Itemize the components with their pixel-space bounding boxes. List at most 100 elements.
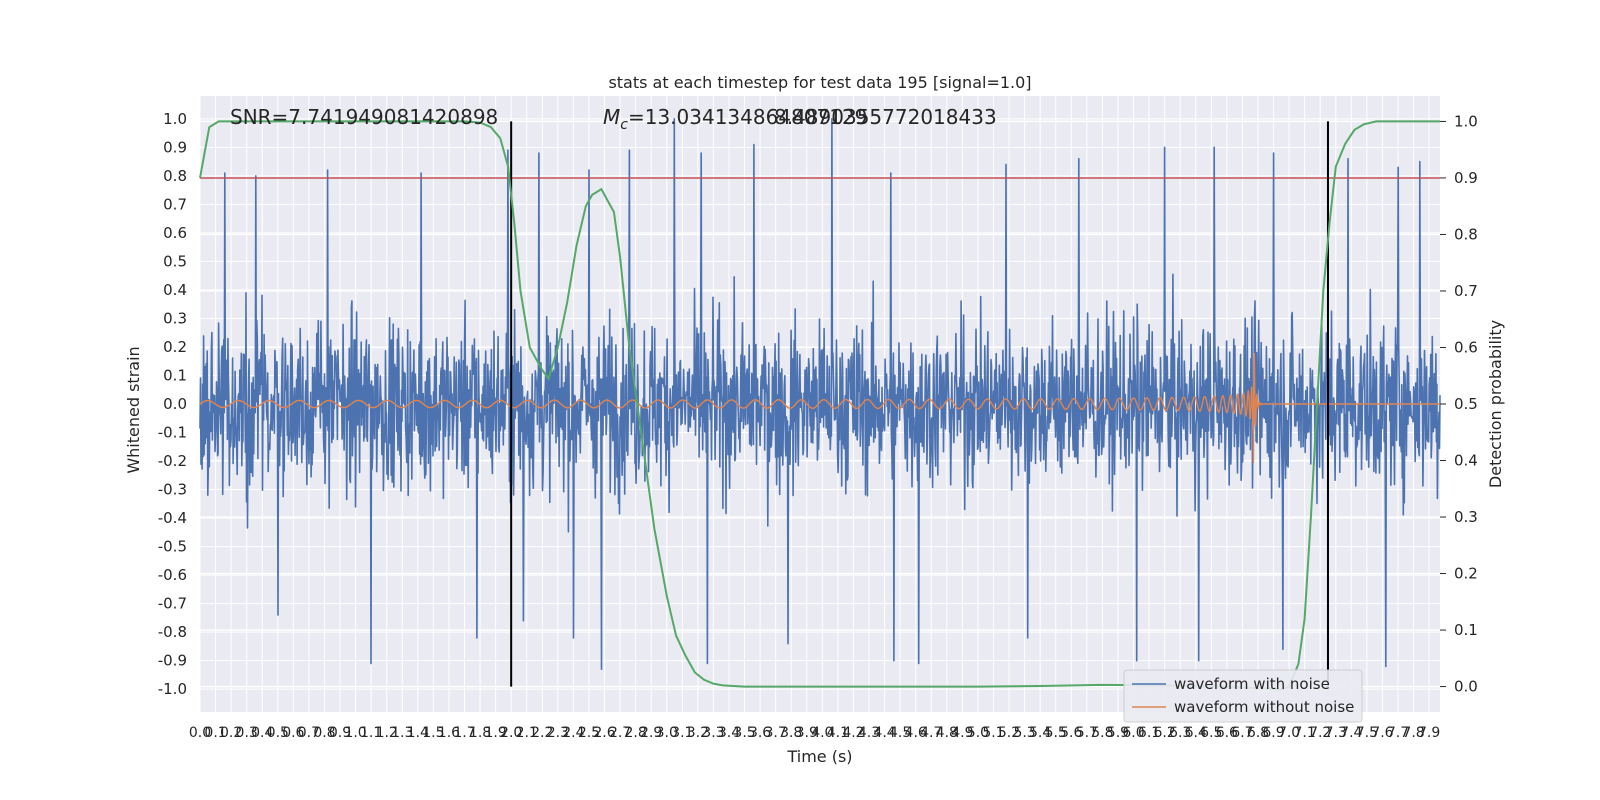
y-tick-label-right: 0.1 xyxy=(1454,621,1478,639)
x-tick-label: 0.6 xyxy=(282,725,304,741)
x-tick-label: 7.5 xyxy=(1356,725,1378,741)
y-tick-label-left: 0.8 xyxy=(163,167,187,185)
x-tick-label: 2.5 xyxy=(578,725,600,741)
series-waveform-with-noise xyxy=(199,118,1441,671)
x-tick-label: 7.1 xyxy=(1294,725,1316,741)
x-tick-label: 4.7 xyxy=(920,725,942,741)
x-tick-label: 3.0 xyxy=(656,725,678,741)
snr-annotation: SNR=7.741949081420898 xyxy=(230,105,498,129)
legend-label-clean: waveform without noise xyxy=(1174,698,1354,716)
x-tick-label: 1.7 xyxy=(453,725,475,741)
y-tick-label-left: 0.0 xyxy=(163,395,187,413)
x-tick-label: 3.5 xyxy=(733,725,755,741)
x-tick-label: 6.9 xyxy=(1262,725,1284,741)
probability-line xyxy=(199,120,1440,691)
y-tick-label-left: -1.0 xyxy=(158,680,187,698)
x-tick-label: 7.4 xyxy=(1340,725,1362,741)
x-tick-label: 7.3 xyxy=(1325,725,1347,741)
x-tick-label: 3.4 xyxy=(718,725,740,741)
x-tick-label: 2.8 xyxy=(625,725,647,741)
y-tick-label-left: 0.6 xyxy=(163,224,187,242)
x-tick-label: 0.0 xyxy=(189,725,211,741)
y-tick-label-left: -0.5 xyxy=(158,538,187,556)
x-axis-label: Time (s) xyxy=(786,747,852,766)
chirp-mass-annotation: Mc=13.034134864807129 xyxy=(603,105,867,133)
x-tick-label: 3.7 xyxy=(765,725,787,741)
x-tick-label: 1.3 xyxy=(391,725,413,741)
x-tick-label: 1.0 xyxy=(344,725,366,741)
x-tick-label: 4.4 xyxy=(873,725,895,741)
x-tick-label: 2.3 xyxy=(547,725,569,741)
x-tick-label: 6.2 xyxy=(1153,725,1175,741)
y-tick-label-left: -0.9 xyxy=(158,652,187,670)
x-tick-label: 5.9 xyxy=(1107,725,1129,741)
x-tick-label: 0.2 xyxy=(220,725,242,741)
y-tick-label-right: 0.3 xyxy=(1454,508,1478,526)
x-tick-label: 0.5 xyxy=(267,725,289,741)
y-tick-labels-right: 1.0 0.9 0.8 0.7 0.6 0.5 0.4 0.3 0.2 0.1 0.0 xyxy=(1440,112,1478,696)
series-detection-probability xyxy=(199,120,1440,691)
x-tick-label: 6.8 xyxy=(1247,725,1269,741)
y-tick-label-right: 0.7 xyxy=(1454,282,1478,300)
y-tick-label-left: -0.8 xyxy=(158,623,187,641)
y-tick-label-left: 0.7 xyxy=(163,195,187,213)
chirp-mass-value: =13.034134864807129 xyxy=(628,105,867,129)
x-tick-label: 1.2 xyxy=(376,725,398,741)
y-tick-label-right: 0.0 xyxy=(1454,678,1478,696)
x-tick-label: 6.1 xyxy=(1138,725,1160,741)
y-tick-label-left: 0.5 xyxy=(163,252,187,270)
x-tick-label: 2.2 xyxy=(531,725,553,741)
y-tick-label-right: 0.5 xyxy=(1454,395,1478,413)
x-tick-label: 3.1 xyxy=(671,725,693,741)
x-tick-label: 5.7 xyxy=(1076,725,1098,741)
chart-title: stats at each timestep for test data 195… xyxy=(608,73,1031,92)
noise-line xyxy=(199,118,1441,671)
x-tick-label: 7.6 xyxy=(1371,725,1393,741)
chirp-mass-symbol: M xyxy=(603,105,620,129)
x-tick-label: 3.3 xyxy=(702,725,724,741)
legend-box xyxy=(1123,669,1363,723)
x-tick-label: 2.0 xyxy=(500,725,522,741)
x-tick-label: 7.2 xyxy=(1309,725,1331,741)
y-tick-label-left: 0.9 xyxy=(163,138,187,156)
y-axis-label-right: Detection probability xyxy=(1486,320,1505,488)
x-tick-label: 7.0 xyxy=(1278,725,1300,741)
clean-line xyxy=(199,353,1440,463)
series-waveform-without-noise xyxy=(199,353,1440,463)
vertical-markers xyxy=(510,121,1329,687)
x-tick-label: 1.9 xyxy=(484,725,506,741)
x-tick-label: 3.8 xyxy=(780,725,802,741)
x-tick-label: 5.1 xyxy=(982,725,1004,741)
x-tick-label: 5.2 xyxy=(998,725,1020,741)
y-tick-label-left: -0.7 xyxy=(158,595,187,613)
y-tick-label-right: 0.2 xyxy=(1454,565,1478,583)
x-tick-label: 4.1 xyxy=(827,725,849,741)
x-tick-label: 2.6 xyxy=(593,725,615,741)
x-tick-label: 7.7 xyxy=(1387,725,1409,741)
x-tick-label: 0.7 xyxy=(298,725,320,741)
x-tick-labels: 0.00.10.20.30.40.50.60.70.80.91.01.11.21… xyxy=(189,725,1440,741)
x-tick-label: 6.6 xyxy=(1216,725,1238,741)
x-tick-label: 4.8 xyxy=(936,725,958,741)
x-tick-label: 0.9 xyxy=(329,725,351,741)
y-axis-label-left: Whitened strain xyxy=(124,346,143,473)
x-tick-label: 4.6 xyxy=(905,725,927,741)
legend: waveform with noise waveform without noi… xyxy=(1123,669,1363,723)
x-tick-label: 2.1 xyxy=(516,725,538,741)
y-tick-label-left: 0.2 xyxy=(163,338,187,356)
x-tick-label: 1.4 xyxy=(407,725,429,741)
x-tick-label: 6.0 xyxy=(1122,725,1144,741)
x-tick-label: 2.4 xyxy=(562,725,584,741)
y-tick-label-right: 0.4 xyxy=(1454,452,1478,470)
x-tick-label: 4.2 xyxy=(842,725,864,741)
y-tick-label-left: 0.3 xyxy=(163,309,187,327)
y-tick-label-left: -0.1 xyxy=(158,424,187,442)
y-tick-label-right: 0.6 xyxy=(1454,338,1478,356)
x-tick-label: 4.5 xyxy=(889,725,911,741)
y-tick-label-right: 0.9 xyxy=(1454,169,1478,187)
x-tick-label: 0.1 xyxy=(204,725,226,741)
x-tick-label: 5.6 xyxy=(1060,725,1082,741)
x-tick-label: 3.6 xyxy=(749,725,771,741)
x-tick-label: 6.3 xyxy=(1169,725,1191,741)
